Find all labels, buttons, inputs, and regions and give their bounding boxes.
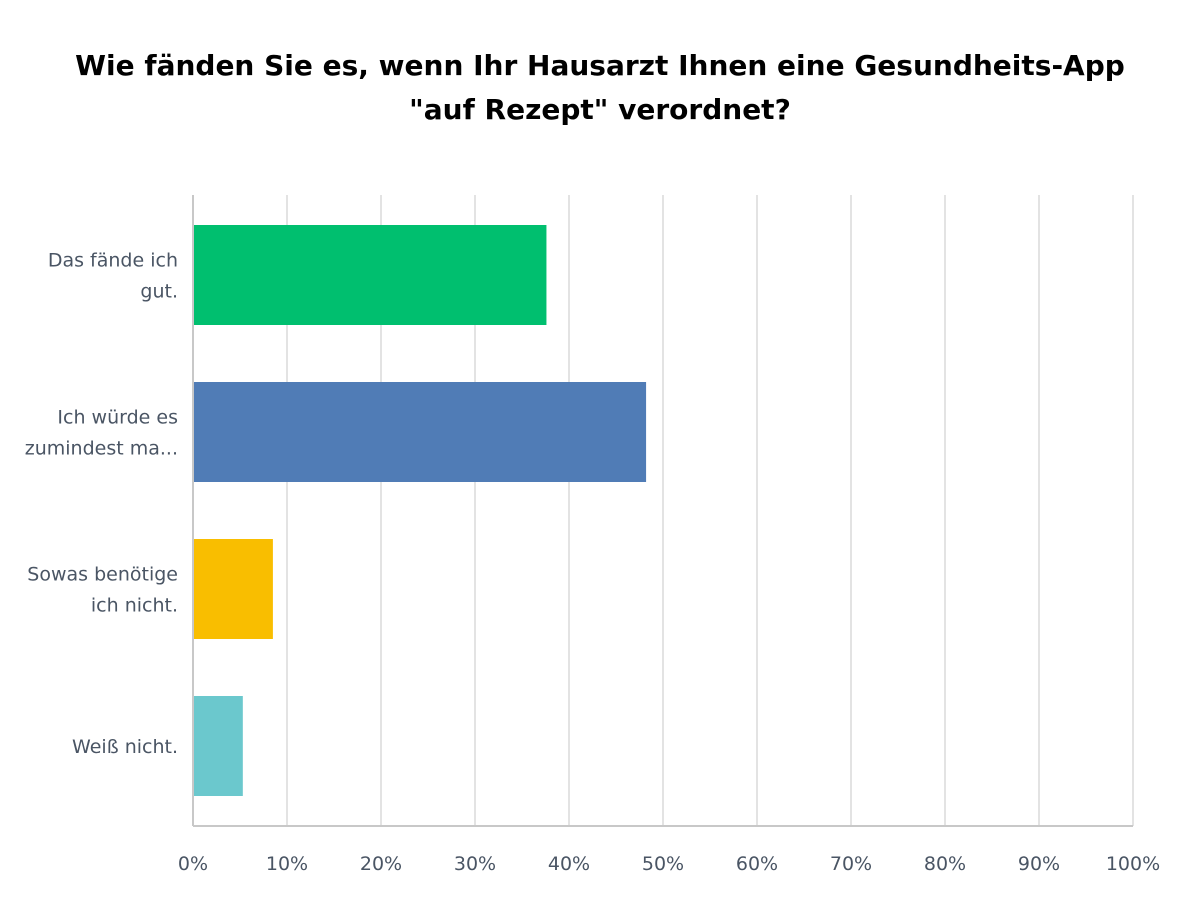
bar — [194, 539, 273, 639]
x-tick-label: 80% — [924, 853, 966, 875]
bar — [194, 382, 647, 482]
chart-title-line-2: "auf Rezept" verordnet? — [409, 93, 791, 126]
chart-title-line-1: Wie fänden Sie es, wenn Ihr Hausarzt Ihn… — [75, 49, 1125, 82]
category-label: Weiß nicht. — [72, 736, 178, 758]
x-tick-label: 10% — [266, 853, 308, 875]
chart-title: Wie fänden Sie es, wenn Ihr Hausarzt Ihn… — [0, 44, 1200, 132]
category-label: Ich würde es — [57, 407, 178, 429]
x-tick-label: 20% — [360, 853, 402, 875]
x-tick-label: 30% — [454, 853, 496, 875]
x-tick-label: 70% — [830, 853, 872, 875]
gridlines — [286, 195, 1134, 826]
category-labels: Das fände ich gut. Ich würde es zumindest m… — [25, 250, 178, 759]
x-tick-label: 60% — [736, 853, 778, 875]
x-tick-label: 100% — [1106, 853, 1160, 875]
bar — [194, 696, 243, 796]
x-tick-label: 90% — [1018, 853, 1060, 875]
axes — [192, 195, 1133, 827]
bars — [194, 225, 647, 796]
x-tick-label: 50% — [642, 853, 684, 875]
bar — [194, 225, 547, 325]
category-label: gut. — [140, 281, 178, 303]
x-tick-label: 0% — [178, 853, 208, 875]
category-label: Sowas benötige — [27, 564, 178, 586]
category-label: ich nicht. — [91, 595, 178, 617]
category-label: Das fände ich — [48, 250, 178, 272]
x-tick-label: 40% — [548, 853, 590, 875]
x-tick-labels: 0% 10% 20% 30% 40% 50% 60% 70% 80% 90% 100% — [178, 853, 1160, 875]
category-label: zumindest ma... — [25, 438, 178, 460]
